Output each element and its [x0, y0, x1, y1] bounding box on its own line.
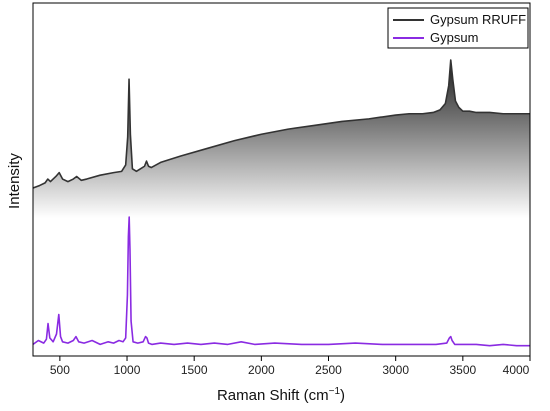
- x-tick-label-2500: 2500: [315, 363, 342, 377]
- series-line-1: [32, 216, 530, 347]
- x-ticks: 500 1000 1500 2000 2500 3000 3500 4000: [50, 356, 531, 377]
- y-axis-label: Intensity: [6, 153, 23, 209]
- x-tick-label-3000: 3000: [382, 363, 409, 377]
- legend-label-gypsum: Gypsum: [430, 30, 478, 45]
- x-tick-label-500: 500: [50, 363, 70, 377]
- x-axis-label-close: ): [340, 387, 345, 404]
- rruff-fill-layer: [33, 60, 530, 218]
- legend-label-gypsum-rruff: Gypsum RRUFF: [430, 12, 526, 27]
- x-tick-label-1500: 1500: [181, 363, 208, 377]
- series-lines: [32, 59, 530, 347]
- x-tick-label-4000: 4000: [503, 363, 530, 377]
- legend-box: [387, 7, 529, 49]
- x-tick-label-3500: 3500: [449, 363, 476, 377]
- x-tick-label-2000: 2000: [248, 363, 275, 377]
- legend: Gypsum RRUFF Gypsum: [387, 7, 529, 49]
- x-tick-label-1000: 1000: [114, 363, 141, 377]
- x-axis-label-superscript: −1: [329, 386, 341, 397]
- series-fill-0: [33, 60, 530, 218]
- series-line-0: [32, 59, 530, 189]
- plot-frame: [32, 2, 531, 357]
- x-axis-label: Raman Shift (cm−1): [217, 386, 345, 404]
- x-axis-label-main: Raman Shift (cm: [217, 387, 329, 404]
